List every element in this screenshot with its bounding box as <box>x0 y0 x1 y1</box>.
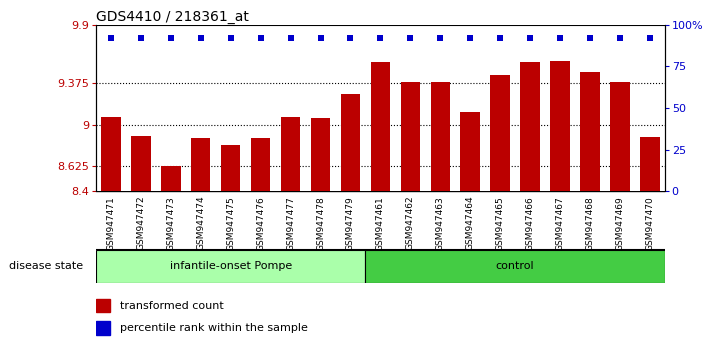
Text: GSM947478: GSM947478 <box>316 196 325 251</box>
Bar <box>96 250 365 283</box>
Bar <box>370 63 390 191</box>
Bar <box>640 137 660 191</box>
Bar <box>461 113 480 191</box>
Text: GSM947467: GSM947467 <box>555 196 565 251</box>
Point <box>165 35 176 41</box>
Text: GSM947476: GSM947476 <box>256 196 265 251</box>
Text: GSM947471: GSM947471 <box>107 196 115 251</box>
Point <box>405 35 416 41</box>
Bar <box>431 82 450 191</box>
Text: GSM947477: GSM947477 <box>286 196 295 251</box>
Bar <box>281 117 300 191</box>
Bar <box>221 144 240 191</box>
Text: disease state: disease state <box>9 261 87 272</box>
Point <box>644 35 656 41</box>
Bar <box>400 82 420 191</box>
Point <box>584 35 596 41</box>
Text: infantile-onset Pompe: infantile-onset Pompe <box>170 261 292 272</box>
Point <box>105 35 117 41</box>
Text: GSM947464: GSM947464 <box>466 196 475 251</box>
Text: GSM947468: GSM947468 <box>585 196 594 251</box>
Text: GDS4410 / 218361_at: GDS4410 / 218361_at <box>96 10 249 24</box>
Point <box>195 35 206 41</box>
Point <box>315 35 326 41</box>
Bar <box>550 61 570 191</box>
Point <box>225 35 236 41</box>
Bar <box>365 250 665 283</box>
Text: GSM947479: GSM947479 <box>346 196 355 251</box>
Point <box>614 35 626 41</box>
Point <box>255 35 267 41</box>
Bar <box>101 117 121 191</box>
Point <box>285 35 296 41</box>
Point <box>525 35 536 41</box>
Text: GSM947463: GSM947463 <box>436 196 445 251</box>
Point <box>135 35 146 41</box>
Bar <box>161 166 181 191</box>
Text: GSM947473: GSM947473 <box>166 196 176 251</box>
Text: GSM947461: GSM947461 <box>376 196 385 251</box>
Text: transformed count: transformed count <box>120 301 224 311</box>
Bar <box>131 136 151 191</box>
Text: GSM947469: GSM947469 <box>616 196 624 251</box>
Text: GSM947472: GSM947472 <box>137 196 145 251</box>
Point <box>375 35 386 41</box>
Point <box>494 35 506 41</box>
Text: GSM947466: GSM947466 <box>525 196 535 251</box>
Bar <box>191 138 210 191</box>
Text: percentile rank within the sample: percentile rank within the sample <box>120 323 308 333</box>
Bar <box>610 82 630 191</box>
Point <box>555 35 566 41</box>
Text: GSM947474: GSM947474 <box>196 196 205 251</box>
Bar <box>580 73 599 191</box>
Point <box>345 35 356 41</box>
Text: GSM947470: GSM947470 <box>646 196 654 251</box>
Bar <box>251 138 270 191</box>
Text: GSM947465: GSM947465 <box>496 196 505 251</box>
Bar <box>341 93 360 191</box>
Text: GSM947462: GSM947462 <box>406 196 415 251</box>
Bar <box>96 299 110 312</box>
Bar <box>311 118 330 191</box>
Bar <box>96 321 110 335</box>
Bar <box>520 63 540 191</box>
Point <box>464 35 476 41</box>
Point <box>434 35 446 41</box>
Text: GSM947475: GSM947475 <box>226 196 235 251</box>
Text: control: control <box>496 261 535 272</box>
Bar <box>491 75 510 191</box>
